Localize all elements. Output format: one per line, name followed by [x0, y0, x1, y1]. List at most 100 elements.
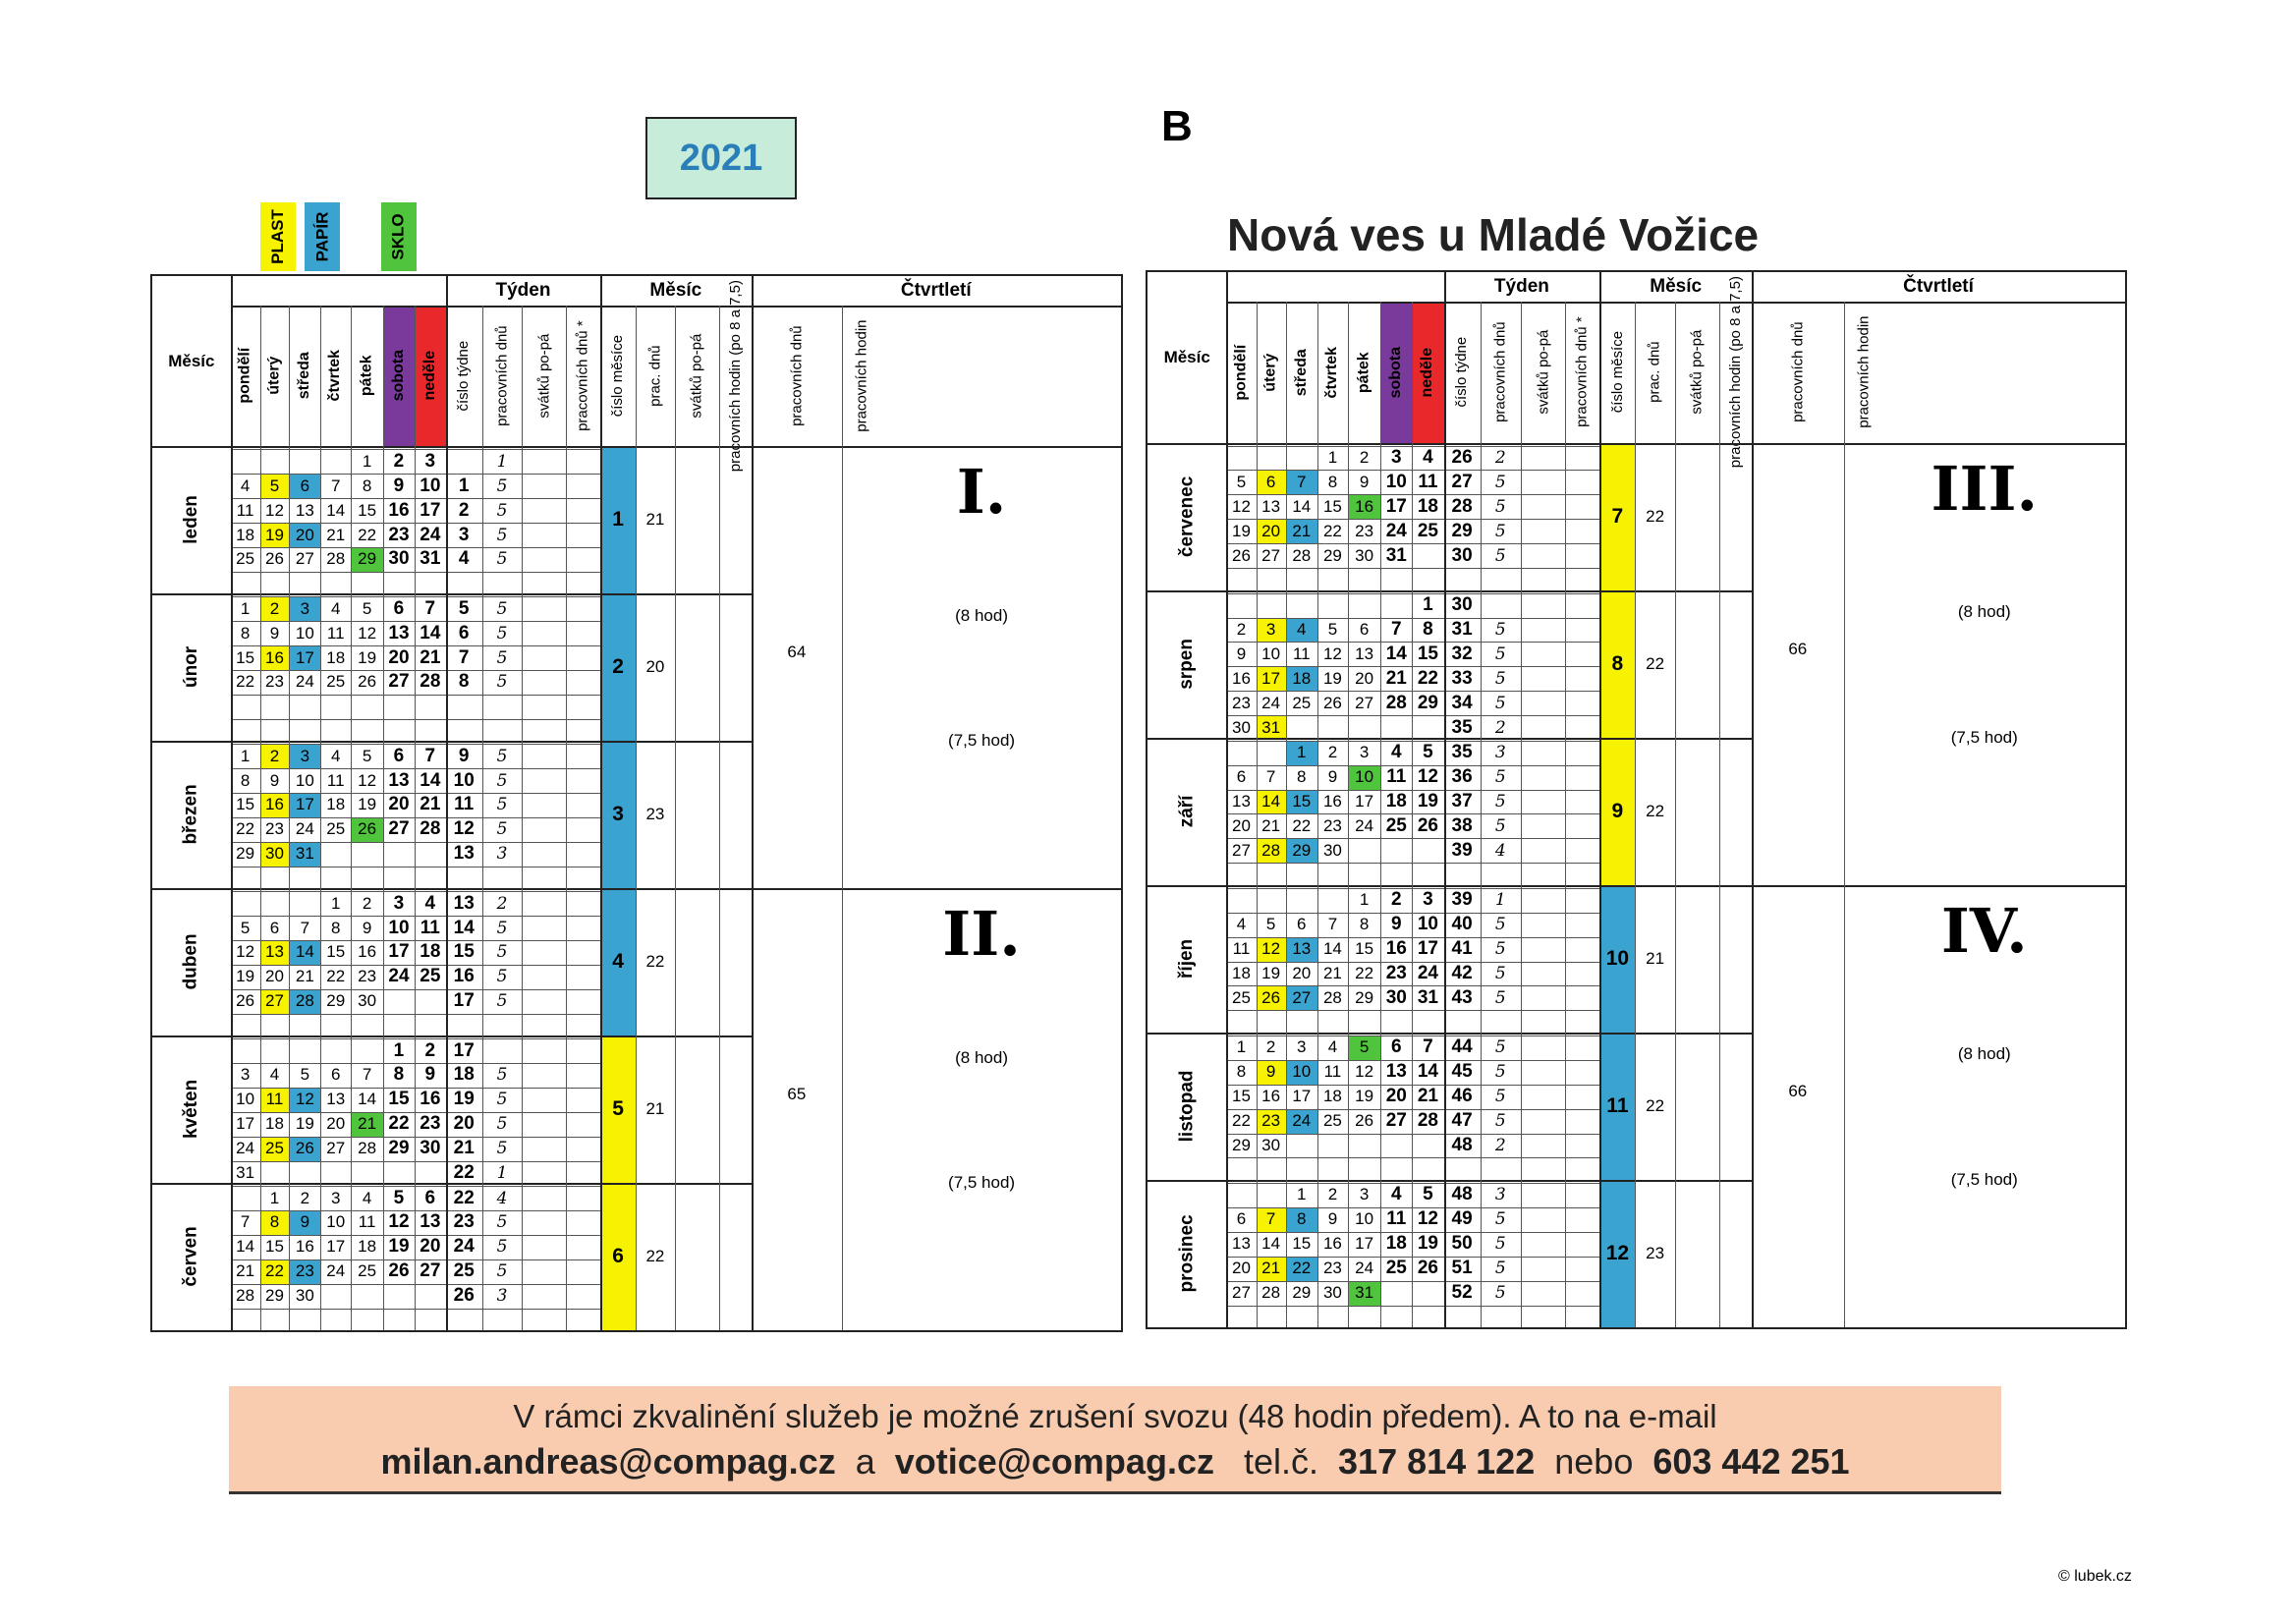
week-number: 17: [453, 990, 475, 1012]
header-day-6-label: neděle: [420, 351, 438, 401]
quarter-workdays-1: 66: [1788, 1081, 1808, 1100]
day-cell: 12: [289, 1087, 321, 1112]
day-cell: 20: [1292, 963, 1312, 982]
day-cell: 7: [1265, 767, 1276, 787]
header-week-col-3-label: pracovních dnů *: [575, 320, 592, 431]
day-cell: 11: [326, 770, 345, 790]
day-cell: [1348, 1306, 1380, 1330]
day-cell: 5: [1236, 472, 1247, 491]
day-cell: 20: [1232, 1259, 1251, 1278]
day-cell: 18: [1285, 666, 1317, 692]
day-cell: [1412, 1010, 1443, 1035]
week-workdays: [1481, 1157, 1521, 1182]
header-day-0: pondělí: [1226, 302, 1256, 443]
day-cell: 31: [1348, 1280, 1381, 1306]
month-6-band: [600, 1183, 636, 1330]
day-cell: [1257, 1157, 1286, 1182]
day-cell: 17: [1417, 938, 1438, 960]
week-workdays: 4: [496, 1188, 508, 1208]
grid-line: [230, 546, 601, 548]
day-cell: 19: [1232, 521, 1251, 540]
day-cell: 14: [1292, 496, 1312, 516]
day-cell: 21: [1256, 1256, 1286, 1281]
day-cell: 25: [1292, 693, 1312, 712]
header-divider: [1226, 301, 2125, 304]
day-cell: 19: [358, 795, 377, 814]
week-number: [446, 449, 482, 474]
grid-line: [566, 305, 568, 1330]
day-cell: 1: [1285, 740, 1317, 765]
quarter-8h-0: (8 hod): [955, 605, 1008, 625]
week-number: 31: [1451, 618, 1473, 640]
day-cell: 25: [326, 672, 346, 692]
grid-line: [1226, 715, 1600, 717]
day-cell: [260, 695, 290, 719]
day-cell: 21: [236, 1261, 255, 1281]
grid-line: [230, 1259, 601, 1260]
day-cell: [1286, 446, 1317, 471]
footer-email1[interactable]: milan.andreas@compag.cz: [380, 1441, 836, 1482]
week-workdays: 5: [1494, 767, 1506, 788]
day-cell: 9: [1359, 472, 1370, 491]
day-cell: 3: [1390, 446, 1402, 468]
area-letter: B: [1161, 102, 1193, 150]
legend-sklo: SKLO: [381, 202, 417, 271]
footer-tel-label: tel.č.: [1243, 1441, 1319, 1482]
day-cell: 13: [326, 1090, 346, 1109]
week-workdays: 5: [496, 746, 508, 766]
day-cell: 4: [1327, 1037, 1338, 1057]
week-number: [446, 867, 482, 891]
day-cell: 15: [1285, 789, 1317, 814]
header-week-col-3-label: pracovních dnů *: [1574, 316, 1592, 427]
day-cell: [1286, 715, 1317, 740]
day-cell: 12: [265, 500, 284, 520]
month-name-9: září: [1148, 738, 1226, 885]
day-cell: 26: [265, 549, 284, 569]
day-cell: 28: [1385, 692, 1407, 713]
day-cell: [1226, 741, 1256, 765]
day-cell: 29: [236, 844, 255, 864]
day-cell: 24: [326, 1261, 346, 1281]
week-number: 48: [1451, 1135, 1473, 1155]
header-ctvrtleti: Čtvrtletí: [900, 279, 972, 301]
day-cell: [351, 1014, 383, 1038]
day-cell: 14: [236, 1237, 255, 1257]
day-cell: 15: [1322, 496, 1342, 516]
week-workdays: 5: [496, 1065, 508, 1086]
day-cell: 9: [269, 770, 280, 790]
day-cell: 22: [1285, 1256, 1317, 1281]
day-cell: 6: [1236, 1209, 1247, 1229]
week-workdays: [1481, 593, 1521, 618]
header-day-4: pátek: [351, 306, 383, 446]
grid-line: [1226, 642, 1600, 644]
header-month-col-3: pracovních hodin (po 8 a 7,5): [1719, 276, 1752, 468]
day-cell: 3: [1359, 1185, 1370, 1204]
week-number: 8: [458, 671, 470, 693]
week-workdays: 5: [1494, 987, 1506, 1008]
header-mesic: Měsíc: [1163, 347, 1210, 366]
day-cell: 14: [1261, 1234, 1281, 1254]
day-cell: [1317, 888, 1348, 913]
day-cell: [351, 1284, 383, 1309]
header-day-5-label: sobota: [1387, 346, 1405, 398]
week-workdays: 1: [496, 451, 508, 472]
day-cell: 19: [1355, 1087, 1374, 1106]
day-cell: [1348, 838, 1380, 863]
day-cell: 12: [1417, 1208, 1438, 1230]
day-cell: 24: [295, 672, 314, 692]
week-workdays: 5: [1494, 1283, 1506, 1304]
day-cell: 19: [358, 647, 377, 667]
day-cell: 30: [1322, 840, 1342, 860]
day-cell: 29: [1417, 692, 1438, 713]
footer-email2[interactable]: votice@compag.cz: [894, 1441, 1214, 1482]
header-day-5: sobota: [383, 306, 415, 446]
day-cell: 5: [393, 1187, 405, 1208]
week-number: 42: [1451, 962, 1473, 983]
day-cell: [1380, 1281, 1412, 1306]
day-cell: [1380, 1010, 1412, 1035]
day-cell: 27: [388, 671, 410, 693]
month-workdays-9: 22: [1646, 801, 1665, 820]
grid-line: [230, 523, 601, 525]
header-month-col-3-label: pracovních hodin (po 8 a 7,5): [726, 280, 744, 473]
header-bottom: [1148, 442, 2125, 445]
